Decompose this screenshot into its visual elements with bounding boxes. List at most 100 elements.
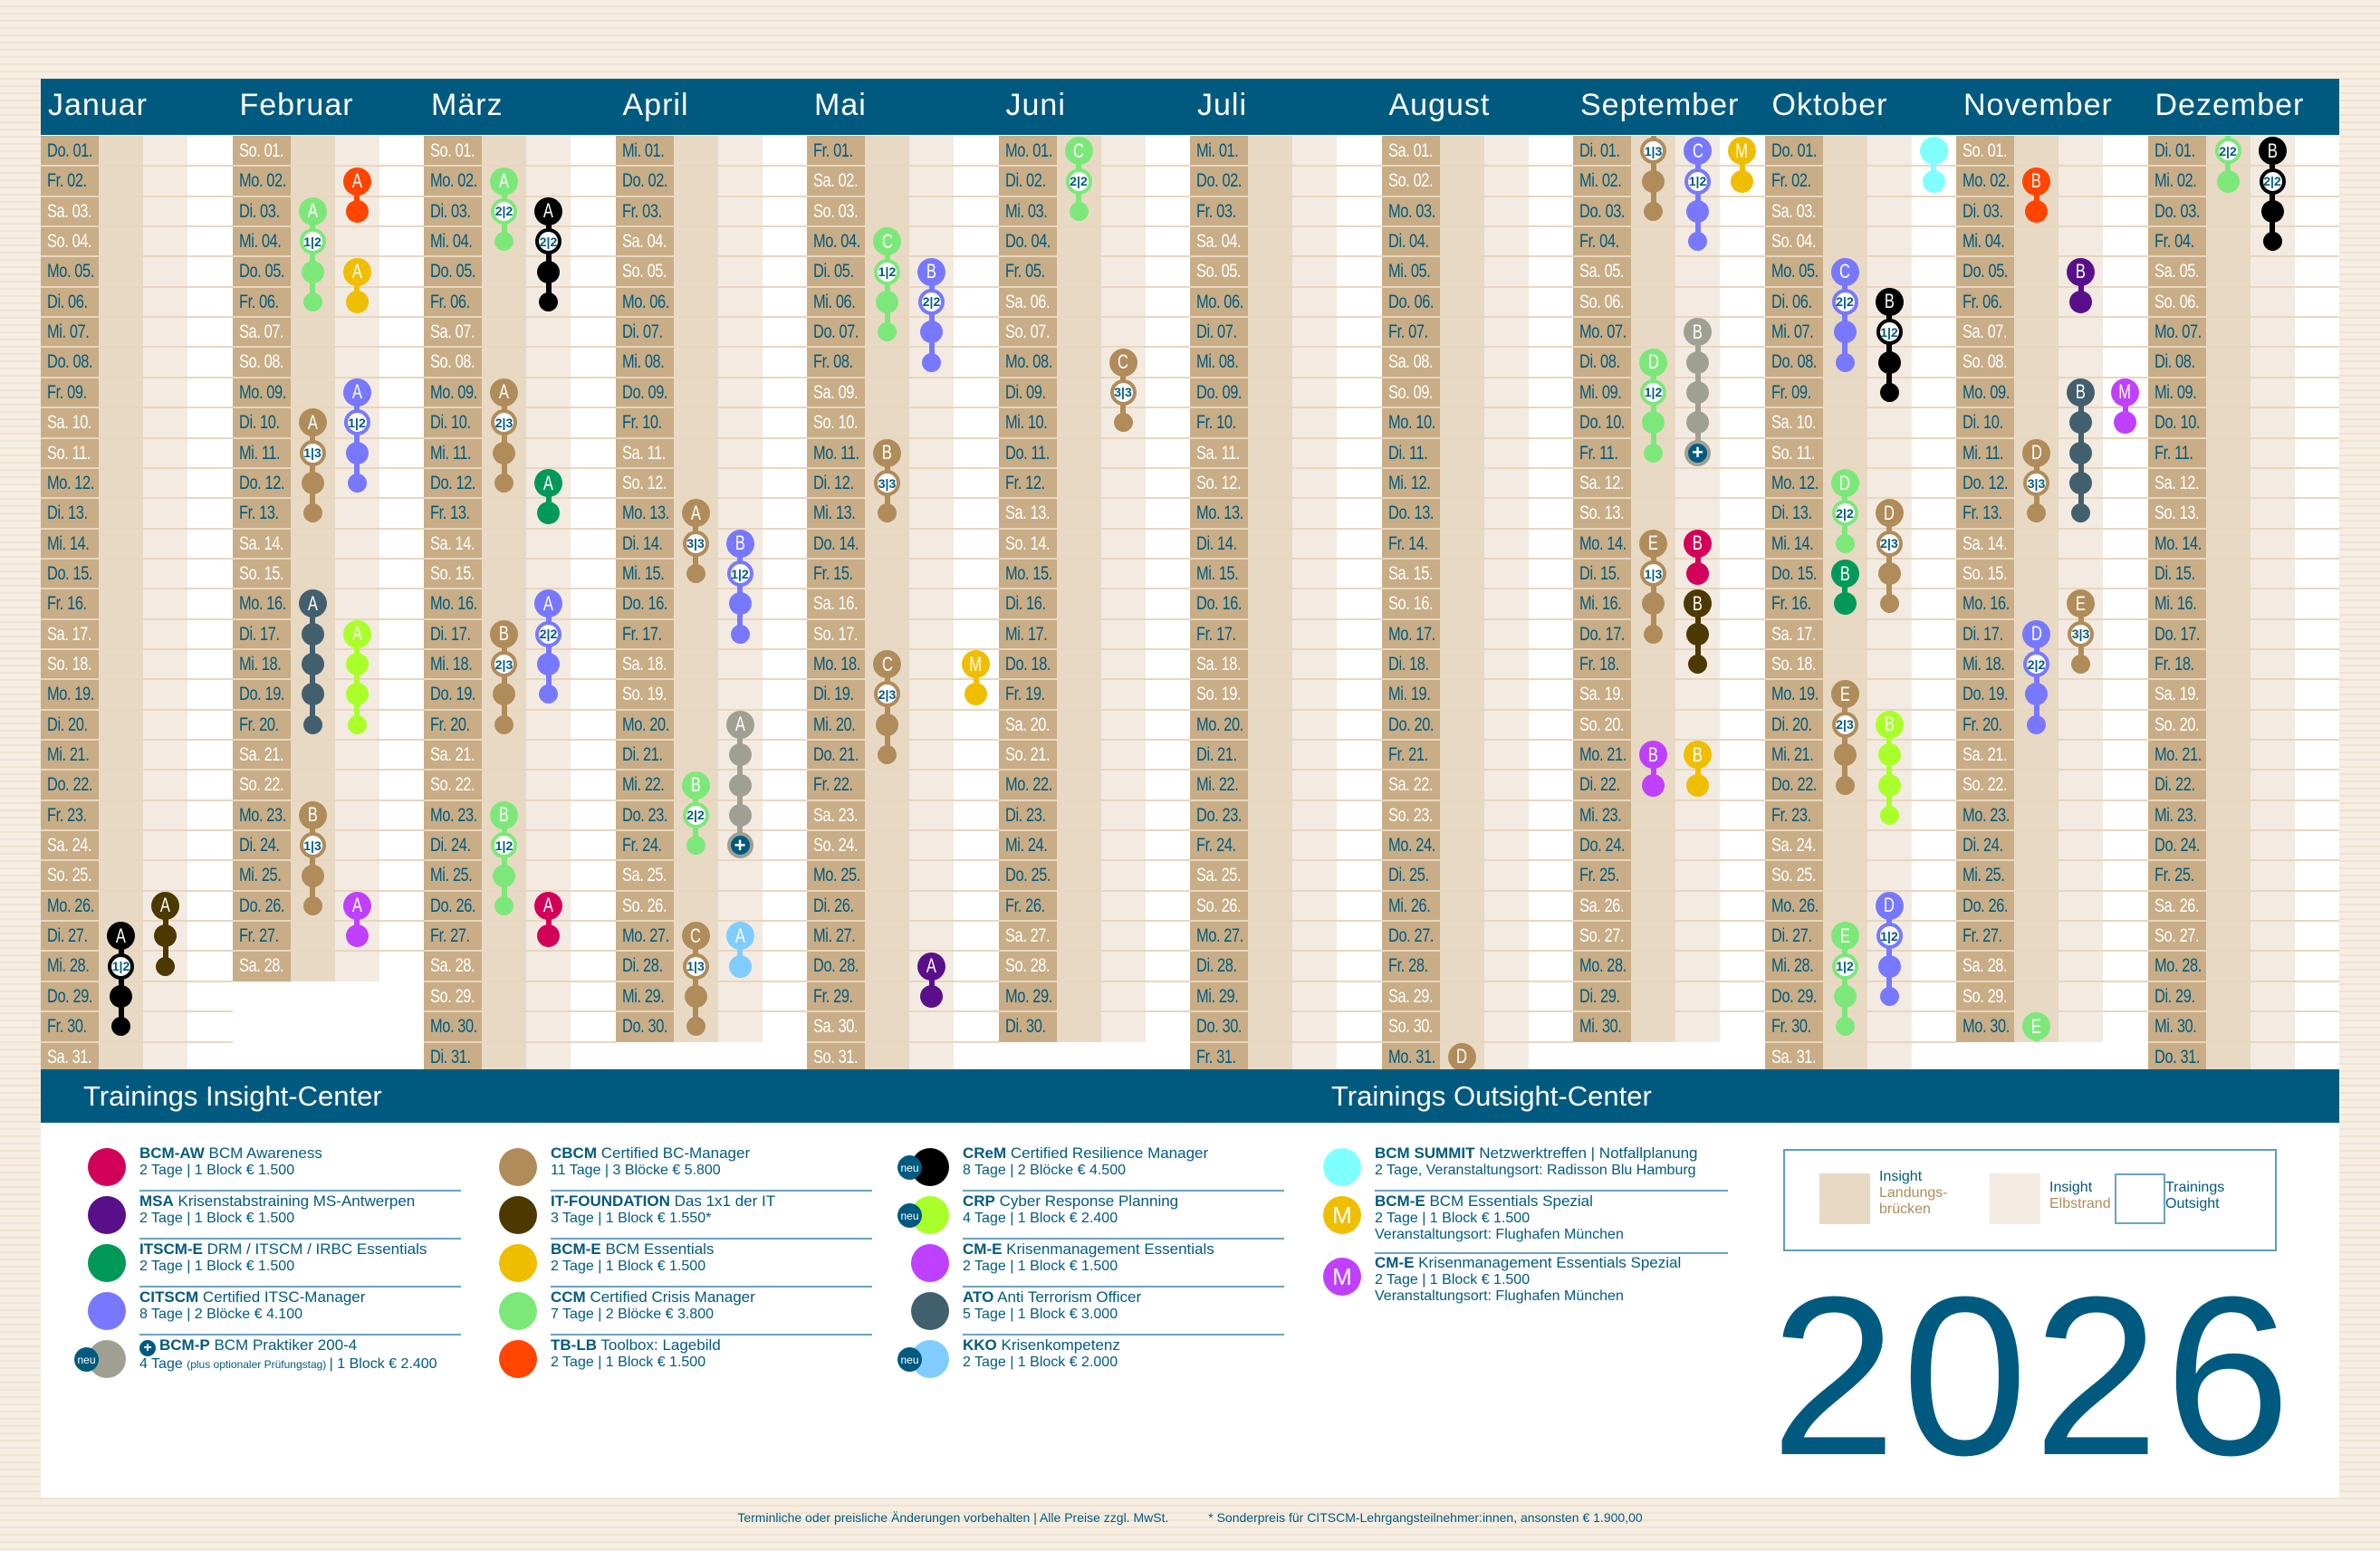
course-start-ccm[interactable]: E xyxy=(2022,1012,2050,1041)
course-day-dot xyxy=(2025,199,2048,223)
day-label: Mo. 13. xyxy=(1196,503,1243,524)
course-start-cbcm[interactable]: C xyxy=(873,650,901,679)
course-start-citscm[interactable]: B xyxy=(725,529,754,558)
course-start-cme[interactable]: A xyxy=(342,891,371,920)
course-start-ccm[interactable]: B xyxy=(681,771,710,799)
day-label: Mi. 09. xyxy=(1579,381,1622,403)
course-start-ccm[interactable]: D xyxy=(1639,348,1667,377)
course-start-ato[interactable]: B xyxy=(2067,378,2095,407)
row-divider xyxy=(41,980,233,982)
course-start-cbcm[interactable]: E xyxy=(1830,680,1859,709)
bcmem-color-dot: M xyxy=(1323,1196,1361,1234)
course-start-citscm[interactable]: D xyxy=(2022,619,2050,648)
row-divider xyxy=(232,225,424,228)
course-start-cme[interactable]: B xyxy=(1639,741,1667,770)
course-start-crem[interactable]: A xyxy=(107,922,135,951)
course-start-crem[interactable]: A xyxy=(534,196,562,225)
row-divider xyxy=(424,618,616,620)
course-start-ccm[interactable]: D xyxy=(1830,469,1859,498)
course-start-tblb[interactable]: B xyxy=(2022,167,2050,196)
course-start-cbcm[interactable]: A xyxy=(298,408,327,437)
course-start-citscm[interactable]: D xyxy=(1875,891,1904,920)
course-start-cbcm[interactable]: B xyxy=(298,800,327,829)
course-day-dot xyxy=(1922,169,1945,193)
course-start-ccm[interactable]: C xyxy=(873,227,901,256)
course-day-dot xyxy=(1879,594,1899,614)
row-divider xyxy=(1381,346,1573,349)
day-label: Mi. 01. xyxy=(1196,140,1239,161)
day-label: Di. 03. xyxy=(1963,200,2003,222)
course-start-crp[interactable]: A xyxy=(342,619,371,648)
course-start-msa[interactable]: A xyxy=(917,952,945,981)
course-start-bcme[interactable]: A xyxy=(342,257,371,286)
course-start-cbcm[interactable]: A xyxy=(490,378,518,407)
course-start-cbcm[interactable]: E xyxy=(2067,589,2095,618)
day-label: So. 18. xyxy=(47,653,92,675)
course-start-ccm[interactable]: E xyxy=(1830,922,1859,951)
course-start-citscm[interactable]: B xyxy=(917,257,945,286)
course-start-bcmem[interactable]: M xyxy=(1728,137,1756,166)
course-start-citscm[interactable]: C xyxy=(1684,137,1712,166)
course-start-ato[interactable]: A xyxy=(298,589,327,618)
course-start-itscme[interactable]: B xyxy=(1830,560,1859,589)
block-fraction-badge: 1|2 xyxy=(343,409,370,436)
day-label: Fr. 06. xyxy=(1963,291,2002,312)
course-start-citscm[interactable]: A xyxy=(342,378,371,407)
course-start-cmem[interactable]: M xyxy=(2111,378,2139,407)
row-divider xyxy=(615,255,807,258)
course-start-bcmem[interactable]: M xyxy=(962,650,990,679)
day-label: Do. 05. xyxy=(1963,261,2009,282)
course-start-crem[interactable]: B xyxy=(1875,287,1904,316)
course-start-ccm[interactable]: C xyxy=(1064,137,1093,166)
course-start-itscme[interactable]: A xyxy=(534,469,562,498)
course-start-bcmp[interactable]: A xyxy=(725,710,754,739)
course-start-ccm[interactable]: B xyxy=(490,800,518,829)
block-letter: C xyxy=(881,652,893,675)
course-start-cbcm[interactable]: B xyxy=(490,619,518,648)
course-start-cbcm[interactable]: C xyxy=(681,922,710,951)
row-divider xyxy=(41,346,233,349)
row-divider xyxy=(1573,557,1765,560)
course-start-bcmp[interactable]: B xyxy=(1684,318,1712,347)
course-start-tblb[interactable]: A xyxy=(342,167,371,196)
day-label: Fr. 16. xyxy=(47,593,87,615)
course-start-cbcm[interactable]: E xyxy=(1639,529,1667,558)
course-start-kko[interactable]: A xyxy=(725,922,754,951)
course-start-cbcm[interactable]: A xyxy=(681,499,710,528)
day-label: Do. 19. xyxy=(430,684,476,705)
course-start-ccm[interactable]: A xyxy=(490,167,518,196)
course-start-crp[interactable]: B xyxy=(1875,710,1904,739)
day-label: Fr. 18. xyxy=(2154,653,2194,675)
course-start-itf[interactable]: B xyxy=(1684,589,1712,618)
course-start-cbcm[interactable]: C xyxy=(1108,348,1137,377)
course-day-dot xyxy=(1113,413,1133,433)
course-start-bcme[interactable]: B xyxy=(1684,741,1712,770)
course-start-cbcm[interactable]: B xyxy=(873,438,901,467)
row-divider xyxy=(1381,647,1573,650)
day-label: Mo. 23. xyxy=(1963,804,2010,826)
course-start-ccm[interactable]: A xyxy=(298,196,327,225)
legend-title: BCM-E BCM Essentials xyxy=(551,1240,872,1259)
course-start-citscm[interactable]: C xyxy=(1830,257,1859,286)
course-start-crem[interactable]: B xyxy=(2258,137,2287,166)
course-start-cbcm[interactable]: D xyxy=(2022,438,2050,467)
course-start-msa[interactable]: B xyxy=(2067,257,2095,286)
day-label: Mi. 26. xyxy=(1387,895,1431,916)
course-connector xyxy=(1842,573,1847,604)
row-divider xyxy=(615,739,807,741)
row-divider xyxy=(1190,950,1382,953)
day-label: Di. 15. xyxy=(2154,562,2195,584)
block-letter: B xyxy=(2030,169,2042,193)
course-start-itf[interactable]: A xyxy=(151,891,179,920)
day-label: Di. 10. xyxy=(1963,412,2003,434)
day-label: Sa. 25. xyxy=(1196,865,1242,886)
course-start-bcmaw[interactable]: A xyxy=(534,891,562,920)
day-label: Mo. 12. xyxy=(1771,472,1819,493)
legend-item-summit: BCM SUMMIT Netzwerktreffen | Notfallplan… xyxy=(1323,1144,1728,1192)
row-divider xyxy=(807,618,999,620)
course-start-cbcm[interactable]: D xyxy=(1447,1042,1476,1071)
block-letter: A xyxy=(307,199,318,223)
course-start-cbcm[interactable]: D xyxy=(1875,499,1904,528)
course-start-bcmaw[interactable]: B xyxy=(1684,529,1712,558)
course-start-citscm[interactable]: A xyxy=(534,589,562,618)
